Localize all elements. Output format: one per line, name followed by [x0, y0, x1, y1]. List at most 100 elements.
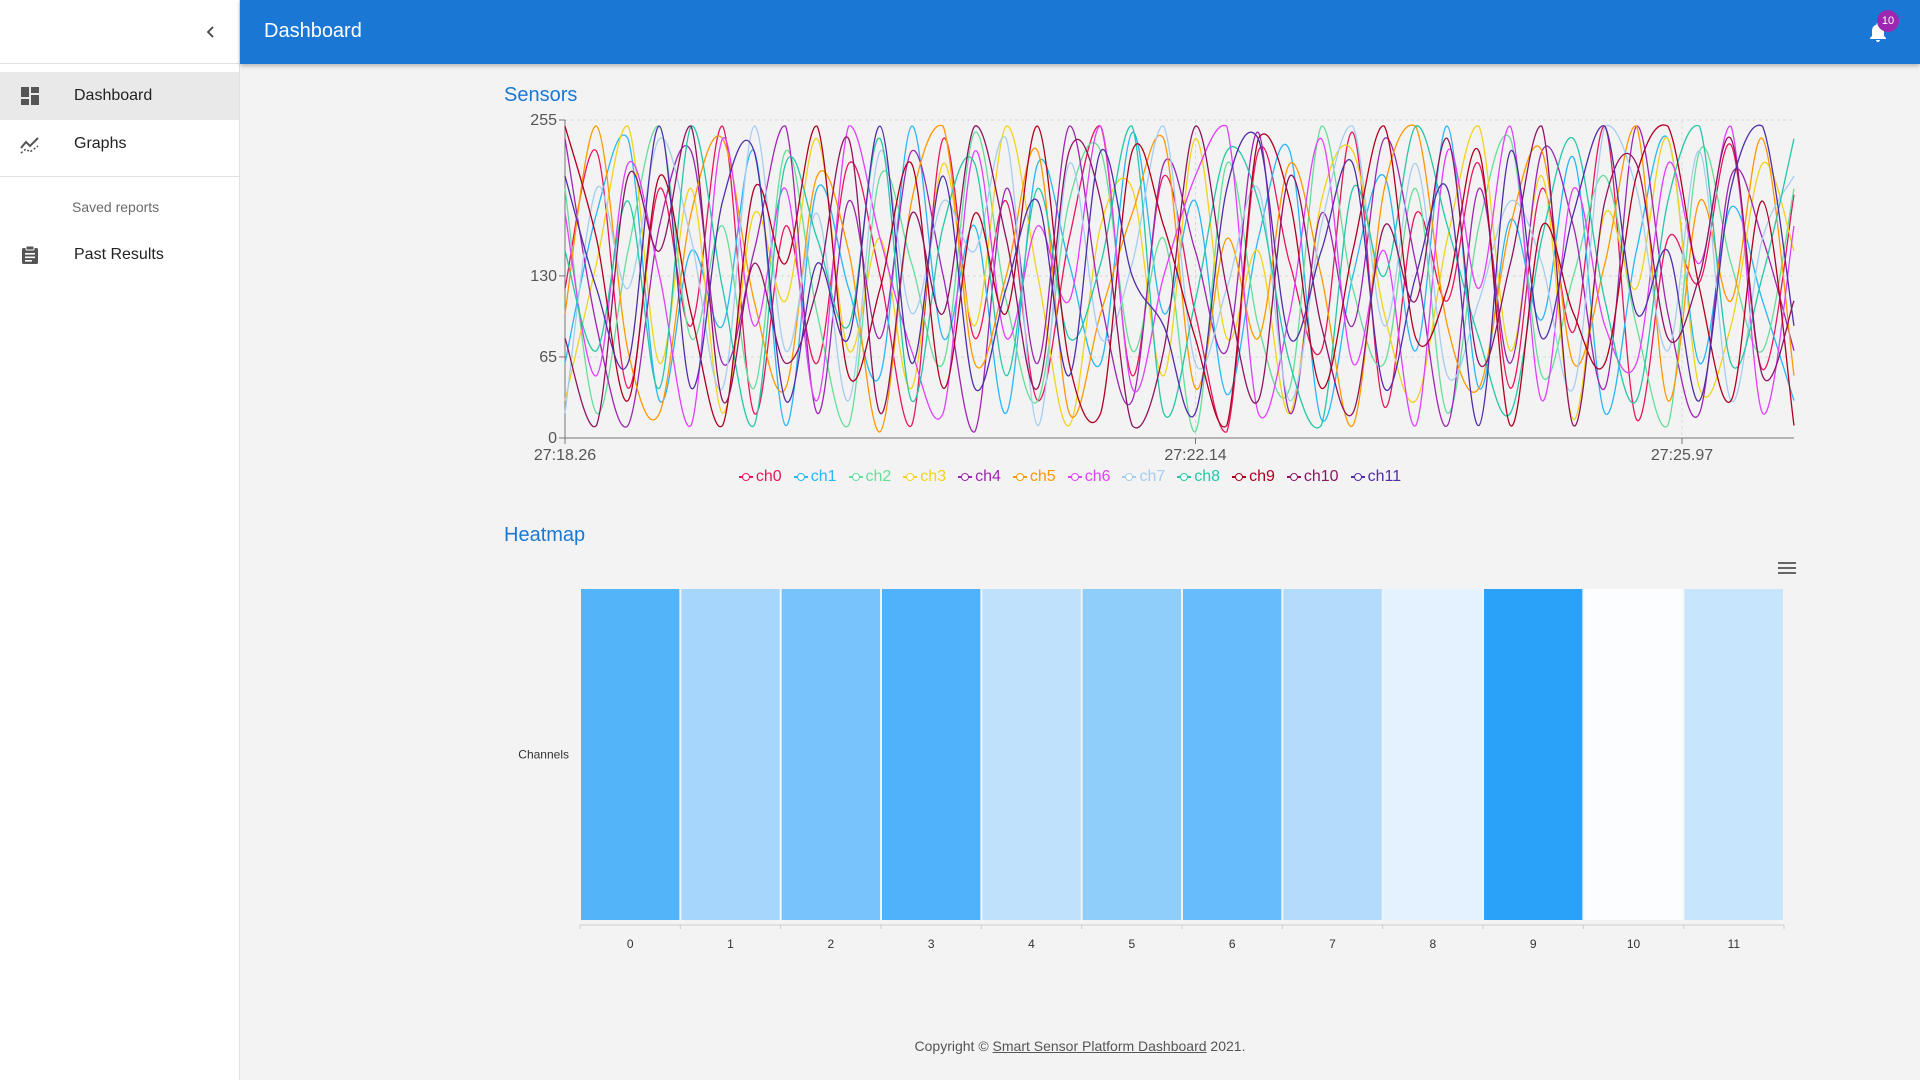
x-tick-label: 27:25.97 [1651, 447, 1713, 464]
legend-item-ch3[interactable]: ch3 [903, 468, 946, 486]
series-line-ch10[interactable] [564, 125, 1795, 429]
legend-marker-icon [738, 473, 753, 481]
legend-label: ch7 [1139, 468, 1166, 485]
chevron-left-icon [206, 26, 214, 38]
saved-reports-subheader: Saved reports [72, 199, 160, 215]
heatmap-cell[interactable] [1082, 589, 1181, 920]
x-tick-label: 11 [1728, 937, 1741, 951]
sidebar-item-label: Past Results [74, 246, 164, 263]
legend-marker-icon [1232, 473, 1247, 481]
legend-item-ch0[interactable]: ch0 [738, 468, 782, 486]
sidebar-item-label: Dashboard [74, 87, 153, 104]
legend-label: ch10 [1303, 468, 1339, 485]
heatmap-cell[interactable] [1484, 589, 1583, 920]
series-line-ch1[interactable] [564, 125, 1795, 427]
x-tick-label: 9 [1530, 937, 1537, 951]
heatmap-chart: 0 1 2 3 4 5 6 7 8 9 10 11 Channels [518, 589, 1785, 951]
legend-label: ch0 [755, 468, 782, 485]
legend-item-ch8[interactable]: ch8 [1177, 468, 1220, 486]
sidebar-item-label: Graphs [74, 135, 127, 152]
heatmap-cell[interactable] [1383, 589, 1482, 920]
legend-label: ch1 [810, 468, 837, 485]
heatmap-cell[interactable] [1684, 589, 1783, 920]
sidebar-header [0, 0, 239, 64]
heatmap-cell[interactable] [882, 589, 981, 920]
chart-menu-button[interactable] [1778, 562, 1796, 576]
legend-item-ch6[interactable]: ch6 [1067, 468, 1111, 486]
legend-marker-icon [1012, 473, 1027, 481]
series-line-ch5[interactable] [564, 124, 1795, 433]
heatmap-cell[interactable] [781, 589, 880, 920]
page-title: Dashboard [264, 20, 362, 42]
series-line-ch6[interactable] [564, 124, 1795, 427]
legend-item-ch4[interactable]: ch4 [958, 468, 1001, 486]
x-tick-label: 27:22.14 [1164, 447, 1226, 464]
legend-marker-icon [958, 473, 973, 481]
series-line-ch2[interactable] [564, 125, 1795, 433]
legend-label: ch6 [1084, 468, 1111, 485]
legend-item-ch9[interactable]: ch9 [1232, 468, 1275, 486]
nav-list: Dashboard Graphs [0, 64, 239, 168]
legend-item-ch2[interactable]: ch2 [848, 468, 891, 486]
x-tick-label: 8 [1429, 937, 1436, 951]
heatmap-cell[interactable] [1183, 589, 1282, 920]
x-tick-label: 10 [1627, 937, 1641, 951]
y-tick-label: 255 [530, 112, 557, 129]
series-line-ch4[interactable] [564, 125, 1795, 433]
legend-marker-icon [903, 473, 918, 481]
app-bar: Dashboard 10 [240, 0, 1920, 64]
series-line-ch11[interactable] [564, 124, 1795, 427]
x-tick-label: 1 [727, 937, 734, 951]
sensors-line-chart: 0 65 130 255 27:18.26 27:22.14 27:25.97 [530, 112, 1795, 464]
legend-item-ch11[interactable]: ch11 [1350, 468, 1402, 486]
sidebar-item-graphs[interactable]: Graphs [0, 120, 239, 168]
legend-marker-icon [1286, 473, 1301, 481]
x-tick-label: 2 [827, 937, 834, 951]
sensors-legend: ch0 ch1 ch2 ch3 ch4 ch5 ch6 ch7 ch8 ch9 ch10 ch11 [0, 468, 1920, 486]
heatmap-title: Heatmap [504, 524, 586, 546]
legend-item-ch10[interactable]: ch10 [1286, 468, 1339, 486]
x-tick-label: 27:18.26 [534, 447, 596, 464]
sidebar: Dashboard Graphs Saved reports Past Resu… [0, 0, 240, 1080]
heatmap-cell[interactable] [1283, 589, 1382, 920]
legend-marker-icon [793, 473, 808, 481]
legend-item-ch7[interactable]: ch7 [1122, 468, 1165, 486]
sidebar-divider [0, 176, 239, 177]
y-tick-label: 130 [530, 268, 557, 285]
dashboard-icon [18, 84, 42, 108]
legend-item-ch1[interactable]: ch1 [793, 468, 837, 486]
legend-marker-icon [848, 473, 863, 481]
y-tick-label: 0 [548, 430, 557, 447]
footer-suffix: 2021. [1206, 1038, 1246, 1054]
footer: Copyright © Smart Sensor Platform Dashbo… [240, 1038, 1920, 1054]
legend-label: ch5 [1029, 468, 1056, 485]
footer-link[interactable]: Smart Sensor Platform Dashboard [992, 1038, 1207, 1054]
graphs-icon [18, 132, 42, 156]
heatmap-cell[interactable] [1584, 589, 1683, 920]
series-line-ch8[interactable] [564, 124, 1795, 429]
legend-label: ch3 [920, 468, 947, 485]
series-line-ch9[interactable] [564, 124, 1795, 428]
y-tick-label: 65 [539, 349, 557, 366]
legend-marker-icon [1122, 473, 1137, 481]
x-tick-label: 0 [627, 937, 634, 951]
heatmap-cell[interactable] [681, 589, 780, 920]
notification-badge: 10 [1877, 10, 1899, 32]
sidebar-item-past-results[interactable]: Past Results [0, 231, 239, 279]
y-category-label: Channels [518, 748, 569, 762]
sidebar-item-dashboard[interactable]: Dashboard [0, 72, 239, 120]
x-tick-label: 3 [928, 937, 935, 951]
legend-label: ch11 [1367, 468, 1402, 485]
x-tick-label: 7 [1329, 937, 1336, 951]
heatmap-cell[interactable] [581, 589, 680, 920]
clipboard-icon [18, 243, 42, 267]
series-line-ch7[interactable] [564, 124, 1795, 427]
x-tick-label: 6 [1229, 937, 1236, 951]
heatmap-cell[interactable] [982, 589, 1081, 920]
collapse-sidebar-button[interactable] [197, 18, 225, 46]
legend-marker-icon [1350, 473, 1365, 481]
series-line-ch3[interactable] [564, 125, 1795, 427]
legend-label: ch9 [1249, 468, 1275, 485]
legend-item-ch5[interactable]: ch5 [1012, 468, 1056, 486]
x-tick-label: 4 [1028, 937, 1035, 951]
